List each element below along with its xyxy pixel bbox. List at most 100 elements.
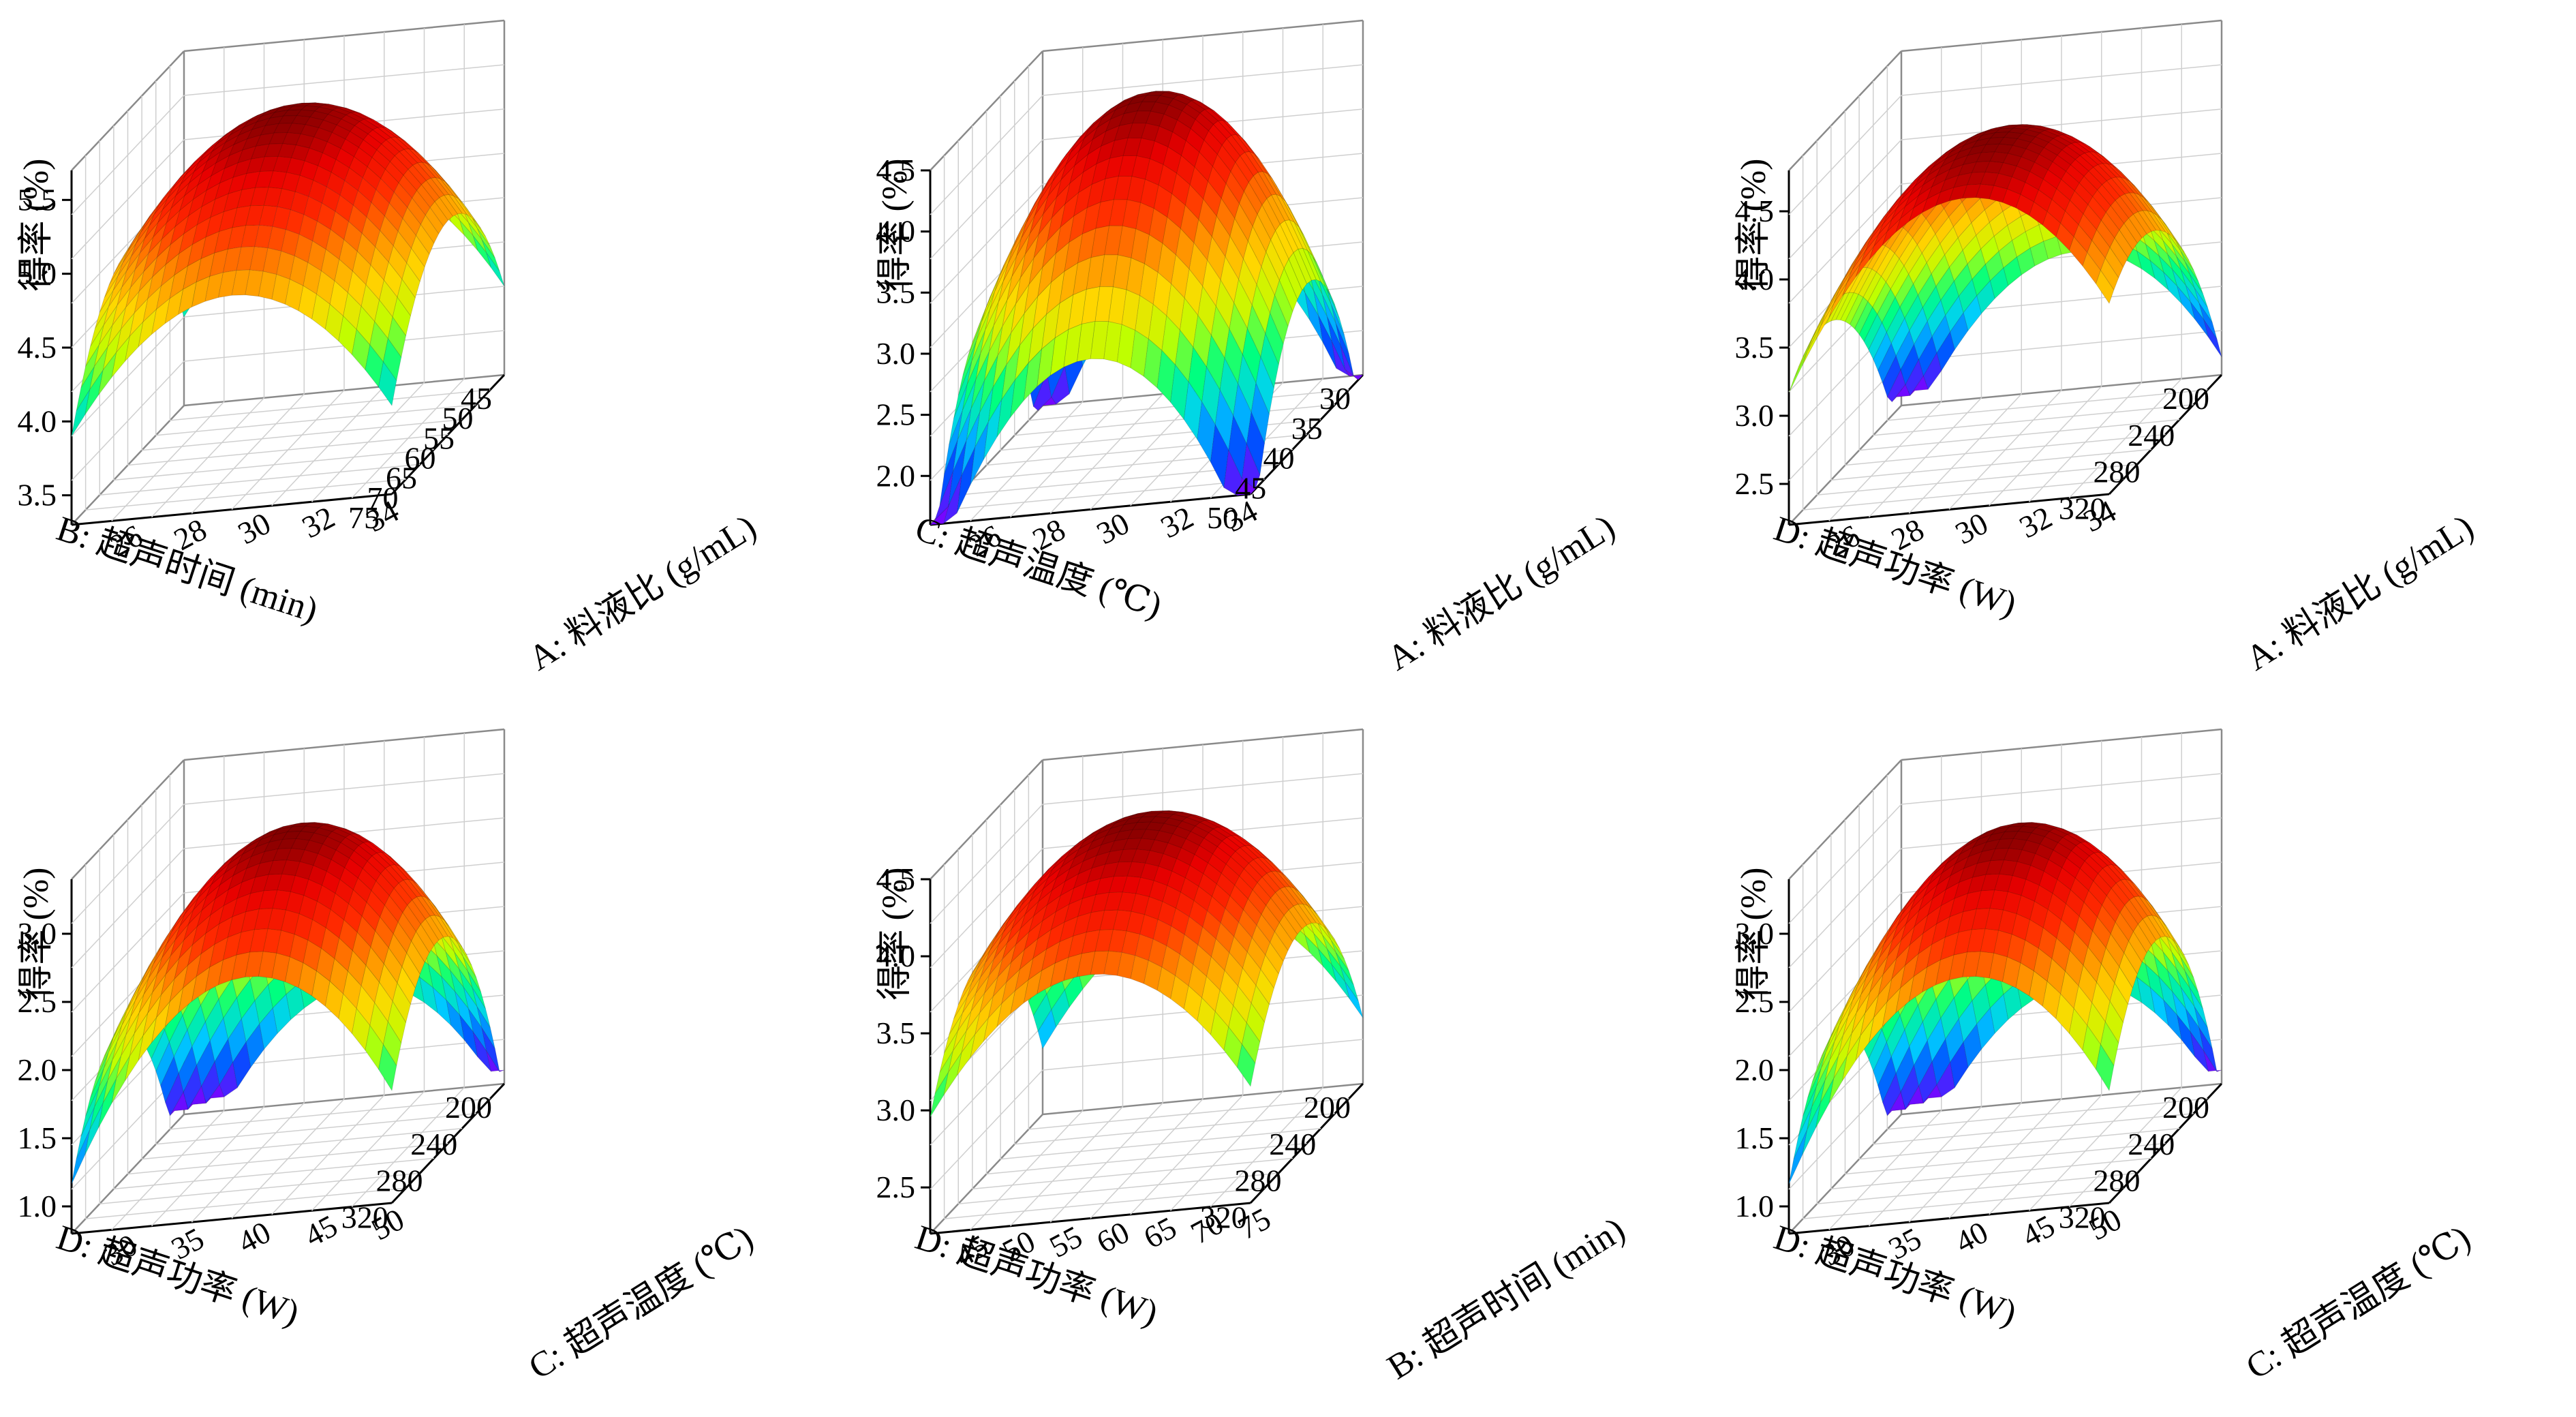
- surface-cell: [1076, 320, 1096, 363]
- x-tick-label: 40: [1263, 441, 1295, 476]
- x-tick-label: 240: [1269, 1127, 1316, 1161]
- x-tick-label: 200: [1304, 1090, 1351, 1125]
- floor-grid: [1989, 1095, 2102, 1215]
- z-tick-label: 3.5: [1735, 330, 1775, 365]
- wall-grid: [1901, 108, 2222, 140]
- y-axis-title: B: 超声时间 (min): [1381, 1210, 1631, 1388]
- y-tick-label: 30: [1950, 506, 1994, 551]
- z-tick-label: 1.0: [18, 1189, 57, 1223]
- z-axis-title: 得率 (%): [17, 159, 56, 292]
- response-surface: [929, 91, 1364, 525]
- z-tick-label: 3.5: [876, 1016, 916, 1050]
- z-axis-title: 得率 (%): [1734, 868, 1773, 1001]
- x-tick-label: 280: [375, 1163, 423, 1198]
- surface-cell: [1788, 352, 1807, 393]
- x-tick-label: 35: [1291, 411, 1323, 446]
- y-axis-title: C: 超声温度 (℃): [522, 1219, 760, 1388]
- z-tick-label: 2.0: [1735, 1052, 1775, 1087]
- surface-cell: [1802, 326, 1821, 366]
- floor-grid: [351, 378, 465, 499]
- z-tick-label: 5.5: [18, 182, 57, 217]
- surface-cell: [942, 475, 962, 525]
- x-tick-label: 60: [405, 441, 436, 476]
- y-tick-label: 32: [2014, 500, 2058, 545]
- y-axis-title: A: 料液比 (g/mL): [1381, 508, 1622, 678]
- surface-cell: [929, 505, 949, 525]
- x-tick-label: 45: [461, 381, 492, 416]
- response-surface: [71, 102, 505, 437]
- floor-grid: [1948, 389, 2062, 511]
- z-axis-title: 得率 (%): [17, 868, 56, 1001]
- x-tick-label: 200: [2162, 381, 2209, 416]
- floor-grid: [1817, 1172, 2138, 1204]
- x-tick-label: 55: [423, 421, 455, 455]
- surface-cell: [1037, 337, 1056, 388]
- y-tick-label: 60: [1091, 1215, 1135, 1260]
- y-tick-label: 40: [232, 1215, 277, 1260]
- surface-cell: [1090, 321, 1109, 360]
- floor-grid: [1817, 463, 2138, 496]
- x-tick-label: 65: [386, 461, 417, 496]
- surface-cell: [85, 370, 104, 415]
- wall-grid: [1788, 139, 1902, 260]
- floor-grid: [1130, 1095, 1244, 1215]
- floor-grid: [85, 478, 406, 511]
- x-tick-label: 280: [2093, 1163, 2140, 1198]
- floor-grid: [99, 463, 420, 496]
- x-tick-label: 240: [410, 1127, 457, 1161]
- x-tick-label: 280: [2093, 455, 2140, 489]
- floor-grid: [2028, 382, 2143, 502]
- y-tick-label: 40: [1950, 1215, 1994, 1260]
- y-tick-label: 55: [1044, 1219, 1088, 1264]
- floor-grid: [944, 478, 1265, 511]
- surface-cell: [1023, 348, 1043, 401]
- floor-grid: [958, 1172, 1279, 1204]
- wall-grid: [183, 64, 505, 96]
- surface-cell: [1009, 362, 1029, 418]
- y-tick-label: 45: [299, 1208, 343, 1253]
- surface-cell: [1236, 478, 1256, 496]
- z-tick-label: 2.5: [876, 397, 916, 432]
- z-tick-label: 4.5: [876, 153, 916, 187]
- z-tick-label: 1.0: [1735, 1189, 1775, 1223]
- x-tick-label: 240: [2128, 1127, 2175, 1161]
- y-tick-label: 30: [1091, 506, 1135, 551]
- x-tick-label: 240: [2128, 418, 2175, 453]
- floor-grid: [113, 448, 434, 481]
- y-tick-label: 32: [1155, 500, 1199, 545]
- floor-grid: [2068, 378, 2182, 499]
- floor-grid: [1803, 478, 2123, 511]
- y-tick-label: 45: [2017, 1208, 2061, 1253]
- floor-grid: [1830, 448, 2151, 481]
- surface-cell: [956, 447, 975, 514]
- y-axis-title: A: 料液比 (g/mL): [522, 508, 763, 678]
- x-tick-label: 200: [445, 1090, 492, 1125]
- x-tick-label: 45: [1235, 470, 1266, 505]
- z-tick-label: 5.0: [18, 256, 57, 291]
- surface-cell: [1197, 401, 1216, 463]
- floor-grid: [231, 389, 345, 511]
- y-tick-label: 65: [1138, 1210, 1182, 1255]
- wall-grid: [1788, 95, 1902, 215]
- z-tick-label: 3.5: [876, 275, 916, 309]
- z-tick-label: 4.0: [18, 403, 57, 438]
- z-axis-title: 得率 (%): [876, 159, 915, 292]
- floor-grid: [311, 382, 425, 502]
- x-tick-label: 70: [367, 481, 399, 515]
- z-tick-label: 4.5: [18, 330, 57, 365]
- x-tick-label: 75: [348, 500, 380, 535]
- y-tick-label: 32: [296, 500, 341, 545]
- surface-cell: [204, 272, 224, 302]
- wall-grid: [71, 95, 185, 215]
- floor-grid: [1090, 1098, 1203, 1219]
- surface-cell: [486, 252, 505, 287]
- z-axis-title: 得率 (%): [1734, 159, 1773, 292]
- surface-cell: [124, 321, 144, 363]
- z-tick-label: 3.0: [1735, 398, 1775, 433]
